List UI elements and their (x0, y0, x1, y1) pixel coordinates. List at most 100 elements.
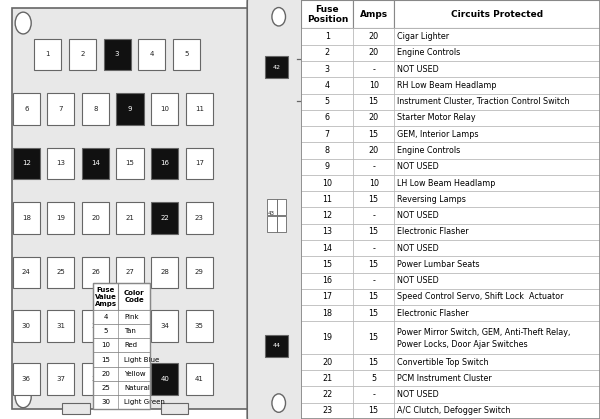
Text: 3: 3 (115, 52, 119, 57)
Text: 20: 20 (322, 357, 332, 367)
Bar (47, 310, 74, 342)
Text: 35: 35 (195, 323, 204, 329)
Bar (353, 272, 394, 289)
Text: 14: 14 (322, 244, 332, 253)
Text: RH Low Beam Headlamp: RH Low Beam Headlamp (397, 81, 496, 90)
Bar (93, 380, 150, 395)
Text: NOT USED: NOT USED (397, 65, 439, 74)
Bar (93, 310, 150, 324)
Text: 16: 16 (160, 160, 169, 166)
Text: NOT USED: NOT USED (397, 211, 439, 220)
Bar (93, 395, 150, 409)
Text: 27: 27 (125, 269, 134, 275)
Text: 20: 20 (368, 49, 379, 57)
Text: 8: 8 (93, 106, 98, 112)
Bar (301, 191, 353, 207)
Text: 20: 20 (368, 146, 379, 155)
Text: 11: 11 (195, 106, 204, 112)
Text: 13: 13 (56, 160, 65, 166)
Text: PCM Instrument Cluster: PCM Instrument Cluster (397, 374, 491, 383)
Bar (301, 159, 353, 175)
Bar (353, 61, 394, 77)
Circle shape (15, 12, 31, 34)
Text: 15: 15 (125, 160, 134, 166)
Text: 8: 8 (325, 146, 330, 155)
Bar (151, 202, 178, 234)
Text: Starter Motor Relay: Starter Motor Relay (397, 114, 475, 122)
Bar (394, 224, 600, 240)
Text: 4: 4 (149, 52, 154, 57)
Bar (151, 93, 178, 125)
Bar (13, 93, 40, 125)
Bar (353, 28, 394, 45)
Text: 10: 10 (368, 178, 379, 188)
Bar (93, 339, 150, 352)
Bar (186, 310, 213, 342)
Text: 15: 15 (322, 260, 332, 269)
Text: 29: 29 (195, 269, 204, 275)
Text: Tan: Tan (124, 328, 136, 334)
Bar (116, 363, 143, 395)
Text: 5: 5 (184, 52, 188, 57)
Bar (151, 310, 178, 342)
Bar (186, 93, 213, 125)
Bar (301, 272, 353, 289)
Bar (151, 148, 178, 179)
Text: -: - (372, 162, 375, 171)
Bar (394, 386, 600, 403)
Text: 15: 15 (368, 97, 379, 106)
Text: 14: 14 (91, 160, 100, 166)
Text: Pink: Pink (124, 315, 139, 321)
Bar (301, 126, 353, 142)
Bar (301, 77, 353, 93)
Bar (13, 256, 40, 288)
Bar (301, 110, 353, 126)
Text: 10: 10 (160, 106, 169, 112)
Bar (301, 142, 353, 159)
Text: 26: 26 (91, 269, 100, 275)
Text: 6: 6 (24, 106, 29, 112)
Bar (394, 61, 600, 77)
Bar (93, 283, 150, 310)
Bar (301, 403, 353, 419)
Text: 16: 16 (322, 276, 332, 285)
Circle shape (15, 386, 31, 408)
Bar (13, 8, 260, 409)
Text: 7: 7 (325, 130, 330, 139)
Bar (47, 363, 74, 395)
Text: Red: Red (124, 342, 137, 349)
Bar (93, 352, 150, 367)
Bar (301, 354, 353, 370)
Text: 9: 9 (325, 162, 330, 171)
Text: 15: 15 (368, 260, 379, 269)
Bar (353, 207, 394, 224)
Text: Light Blue: Light Blue (124, 357, 160, 362)
Text: 4: 4 (103, 315, 108, 321)
Bar (353, 386, 394, 403)
Bar (34, 39, 61, 70)
Bar (353, 403, 394, 419)
Bar (353, 305, 394, 321)
Bar (353, 256, 394, 272)
Text: 17: 17 (195, 160, 204, 166)
Bar (394, 305, 600, 321)
Text: 9: 9 (128, 106, 133, 112)
Bar (394, 77, 600, 93)
Bar (82, 93, 109, 125)
Bar (93, 283, 150, 409)
Bar (353, 77, 394, 93)
Text: 15: 15 (368, 292, 379, 301)
Text: -: - (372, 211, 375, 220)
Text: Cigar Lighter: Cigar Lighter (397, 32, 449, 41)
Text: 5: 5 (371, 374, 376, 383)
Text: 42: 42 (272, 65, 281, 70)
Text: Reversing Lamps: Reversing Lamps (397, 195, 466, 204)
Bar (353, 370, 394, 386)
Text: Fuse
Position: Fuse Position (307, 5, 348, 24)
Bar (116, 202, 143, 234)
Text: 22: 22 (160, 215, 169, 221)
Bar (116, 310, 143, 342)
Bar (394, 289, 600, 305)
Text: LH Low Beam Headlamp: LH Low Beam Headlamp (397, 178, 495, 188)
Text: 19: 19 (322, 333, 332, 342)
